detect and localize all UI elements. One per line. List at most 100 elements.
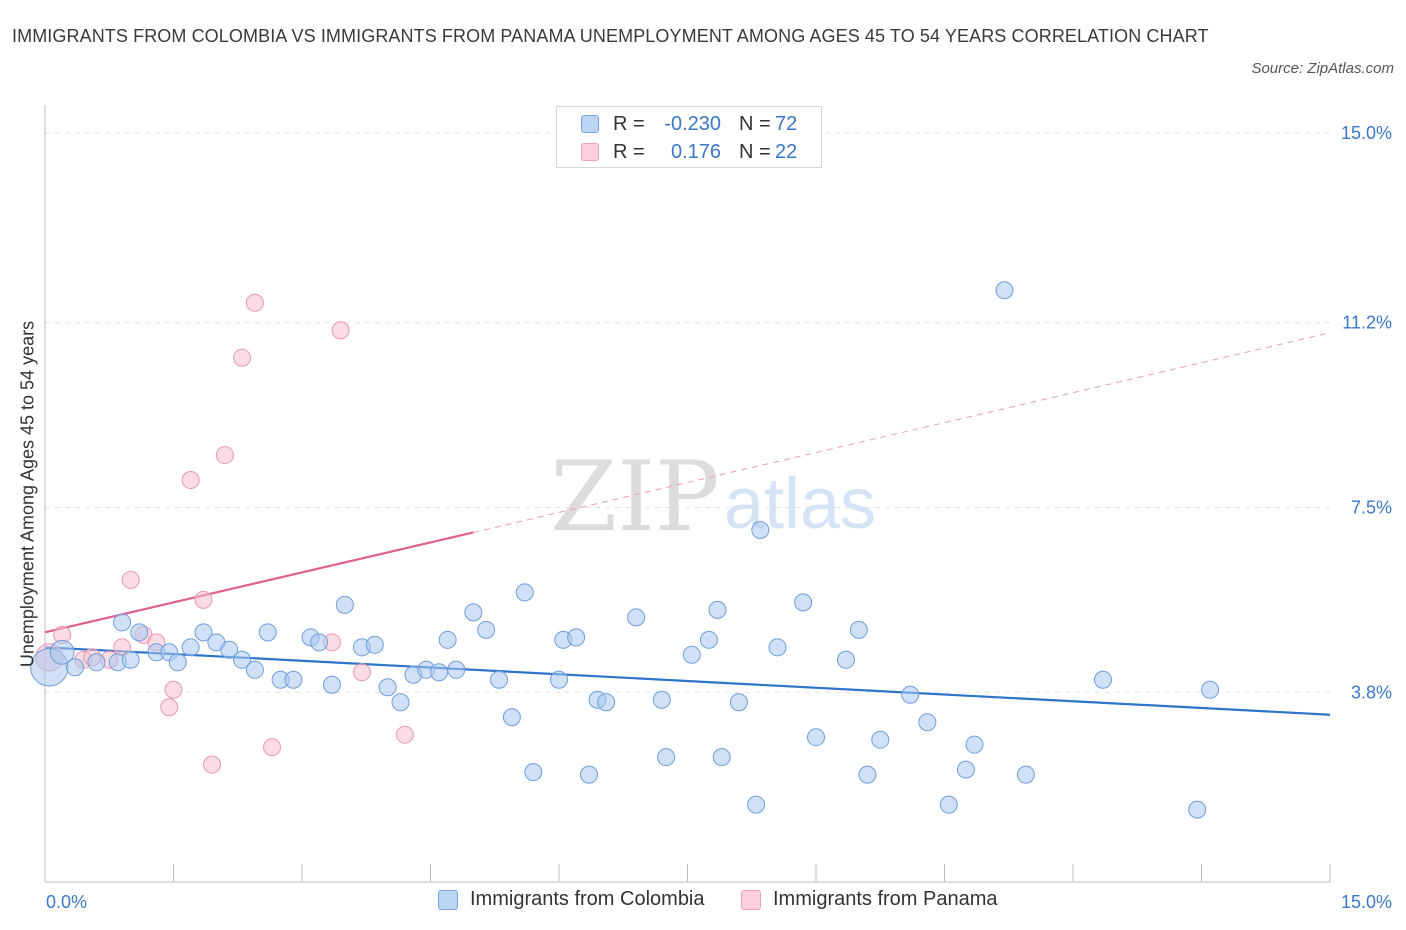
r-label: R = (613, 140, 645, 163)
tick-labels: 3.8% 7.5% 11.2% 15.0% 0.0% 15.0% (46, 123, 1392, 912)
r-label: R = (613, 112, 645, 135)
legend-item-colombia[interactable]: Immigrants from Colombia (438, 888, 705, 911)
colombia-point (87, 653, 106, 672)
panama-point (352, 663, 371, 682)
colombia-point (258, 623, 277, 642)
colombia-point (233, 650, 252, 669)
x-tick-label: 0.0% (46, 892, 87, 912)
y-tick-label: 15.0% (1341, 123, 1392, 143)
colombia-point (712, 748, 731, 767)
n-label: N = (739, 112, 771, 135)
colombia-point (524, 763, 543, 782)
colombia-point (284, 670, 303, 689)
colombia-point (708, 600, 727, 619)
colombia-point (378, 678, 397, 697)
colombia-point (579, 765, 598, 784)
colombia-point (220, 640, 239, 659)
colombia-point (747, 795, 766, 814)
colombia-point (490, 670, 509, 689)
colombia-trendline (44, 646, 1331, 716)
colombia-point (245, 660, 264, 679)
panama-point (203, 755, 222, 774)
source-label: Source: ZipAtlas.com (1251, 60, 1394, 77)
panama-point (395, 725, 414, 744)
chart-title: IMMIGRANTS FROM COLOMBIA VS IMMIGRANTS F… (12, 26, 1209, 46)
colombia-point (477, 620, 496, 639)
colombia-point (699, 630, 718, 649)
colombia-point (682, 645, 701, 664)
colombia-point (807, 728, 825, 747)
colombia-point (1188, 800, 1207, 819)
colombia-point (627, 608, 646, 627)
y-tick-label: 11.2% (1342, 313, 1392, 333)
panama-point (263, 738, 282, 757)
colombia-point (550, 670, 568, 689)
correlation-legend: R = -0.230 N = 72 R = 0.176 N = 22 (556, 106, 822, 168)
colombia-point (729, 693, 748, 712)
panama-point (194, 590, 213, 609)
colombia-point (515, 583, 534, 602)
n-label: N = (739, 140, 771, 163)
colombia-point (965, 735, 984, 754)
n-value: 72 (775, 112, 798, 135)
colombia-point (502, 708, 521, 727)
colombia-point (871, 730, 890, 749)
colombia-point (995, 281, 1014, 300)
x-tick-label: 15.0% (1341, 892, 1392, 912)
colombia-swatch (581, 115, 599, 133)
colombia-point (768, 638, 787, 657)
colombia-point (1016, 765, 1035, 784)
legend-label-colombia: Immigrants from Colombia (470, 888, 705, 910)
colombia-point (956, 760, 975, 779)
colombia-point (168, 653, 187, 672)
colombia-point (121, 650, 140, 669)
r-value: 0.176 (670, 140, 721, 163)
panama-points (35, 293, 414, 774)
colombia-point (597, 693, 616, 712)
colombia-point (464, 603, 483, 622)
colombia-point (939, 795, 958, 814)
colombia-point (130, 623, 149, 642)
legend-item-panama[interactable]: Immigrants from Panama (741, 888, 998, 911)
panama-point (215, 446, 234, 465)
colombia-point (567, 628, 586, 647)
colombia-point (901, 685, 920, 704)
colombia-point (49, 639, 75, 665)
colombia-point (1093, 670, 1112, 689)
panama-trendline (44, 531, 474, 634)
y-tick-label: 7.5% (1351, 498, 1392, 518)
series-legend: Immigrants from Colombia Immigrants from… (0, 888, 1406, 916)
colombia-point (194, 623, 213, 642)
colombia-point (391, 693, 410, 712)
panama-trendline-extension (473, 332, 1331, 533)
axes (44, 105, 1331, 883)
colombia-point (858, 765, 877, 784)
panama-point (331, 321, 350, 340)
colombia-point (365, 635, 384, 654)
r-value: -0.230 (664, 112, 721, 135)
panama-point (164, 680, 183, 699)
colombia-point (794, 593, 813, 612)
colombia-point (310, 633, 329, 652)
legend-label-panama: Immigrants from Panama (773, 888, 998, 910)
colombia-point (438, 630, 457, 649)
colombia-point (322, 675, 341, 694)
colombia-points (30, 281, 1220, 819)
colombia-point (836, 650, 855, 669)
panama-point (121, 570, 140, 589)
colombia-point (657, 748, 676, 767)
gridlines (45, 132, 1330, 693)
colombia-point (430, 663, 449, 682)
colombia-point (447, 660, 466, 679)
watermark: ZIP atlas (550, 441, 876, 553)
panama-point (181, 471, 200, 490)
panama-point (160, 698, 179, 717)
colombia-point (181, 638, 200, 657)
watermark-zip: ZIP (550, 441, 719, 553)
colombia-point (918, 713, 937, 732)
panama-swatch (741, 889, 761, 910)
colombia-point (1201, 680, 1220, 699)
colombia-point (335, 595, 354, 614)
colombia-point (849, 620, 868, 639)
